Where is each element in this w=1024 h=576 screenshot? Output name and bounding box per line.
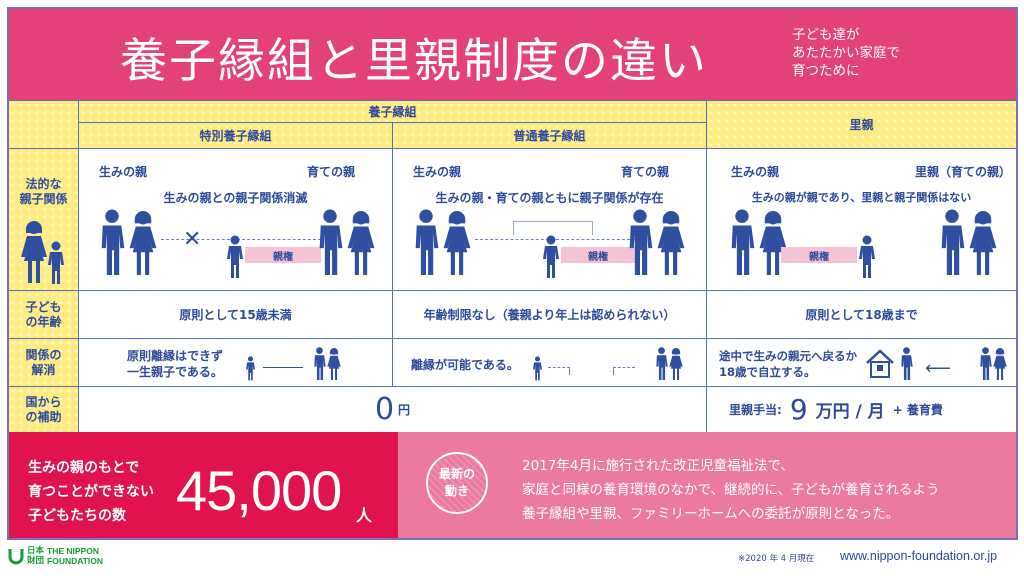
legal-foster-cell: 生みの親 里親（育ての親） 生みの親が親であり、里親と親子関係はない 親権 [706,148,1017,291]
stat-text: 生みの親のもとで 育つことができない 子どもたちの数 [28,456,154,528]
stat-number: 45,000 [176,459,342,522]
page-title: 養子縁組と里親制度の違い [120,34,708,89]
label-line: 関係の [25,347,62,362]
custody-bar: 親権 [781,247,857,263]
raising-parent-label: 育ての親 [621,165,670,179]
dissolution-text: 原則離縁はできず 一生親子である。 [127,348,223,380]
date-note: ※2020 年 4 月現在 [738,554,815,564]
legal-ordinary-cell: 生みの親 育ての親 生みの親・育ての親ともに親子関係が存在 親権 [392,148,707,291]
solid-line [263,367,303,368]
broken-line [548,367,570,375]
dissolution-foster: 途中で生みの親元へ戻るか 18歳で自立する。 ⟵ [706,338,1017,387]
bracket-line [513,221,593,235]
news-badge: 最新の 動き [426,452,488,514]
nippon-foundation-logo: 日本 財団 THE NIPPON FOUNDATION [8,546,103,566]
logo-line: 日本 [27,546,45,556]
label-line: 解消 [31,362,56,377]
stat-panel: 生みの親のもとで 育つことができない 子どもたちの数 45,000 人 [8,432,398,538]
birth-parent-label: 生みの親 [413,165,462,179]
label-dissolution: 関係の 解消 [8,338,79,387]
relation-line [161,239,321,240]
title-banner [8,8,1017,100]
label-legal: 法的な 親子関係 [8,148,79,291]
text-line: 18歳で自立する。 [719,365,816,379]
text-line: 育つことができない [28,484,154,500]
label-line: 法的な [25,177,62,191]
subsidy-amount: 0 [374,392,395,427]
page-subtitle: 子ども達があたたかい家庭で 育つために [792,26,900,80]
logo-line: THE NIPPON [47,546,99,556]
dissolution-special: 原則離縁はできず 一生親子である。 [78,338,393,387]
age-special: 原則として15歳未満 [78,290,393,339]
text-line: 途中で生みの親元へ戻るか [719,349,857,363]
foundation-logo-icon [8,549,24,565]
logo-line: 財団 [27,556,45,566]
website-link[interactable]: www.nippon-foundation.or.jp [840,549,998,563]
broken-line [613,367,635,375]
subsidy-extra: + 養育費 [892,403,943,417]
label-line: 子ども [25,299,62,314]
age-ordinary: 年齢制限なし（養親より年上は認められない） [392,290,707,339]
header-foster: 里親 [706,100,1017,149]
text-line: 原則離縁はできず [127,349,224,363]
label-line: 親子関係 [19,192,68,206]
label-line: の補助 [25,409,62,424]
stat-unit: 人 [356,506,373,525]
relation-desc: 生みの親が親であり、里親と親子関係はない [751,191,972,204]
subsidy-label: 里親手当: [729,403,782,417]
age-foster: 原則として18歳まで [706,290,1017,339]
relation-desc: 生みの親との親子関係消滅 [163,191,308,205]
subsidy-amount: 9 [789,393,808,426]
custody-bar: 親権 [561,247,635,263]
text-line: 生みの親のもとで [28,460,140,476]
badge-line: 動き [444,484,469,498]
header-ordinary-adoption: 普通養子縁組 [392,122,707,149]
badge-line: 最新の [438,467,475,481]
dissolution-text: 途中で生みの親元へ戻るか 18歳で自立する。 [719,348,857,380]
logo-jp: 日本 財団 [27,546,44,566]
text-line: 家庭と同様の養育環境のなかで、継続的に、子どもが養育されるよう [522,482,940,498]
text-line: 養子縁組や里親、ファミリーホームへの委託が原則となった。 [522,506,900,522]
house-icon [866,349,894,378]
cross-icon: ✕ [183,227,202,252]
custody-bar: 親権 [245,247,321,263]
birth-parent-label: 生みの親 [99,165,148,179]
text-line: 子どもたちの数 [28,508,126,524]
logo-line: FOUNDATION [47,556,104,566]
birth-parent-label: 生みの親 [731,165,780,179]
label-line: の年齢 [25,314,62,329]
outer-frame [7,7,1018,540]
subtitle-line: 育つために [792,63,860,79]
news-panel: 最新の動き 2017年4月に施行された改正児童福祉法で、家庭と同様の養育環境のな… [398,432,1017,538]
label-age: 子ども の年齢 [8,290,79,339]
header-special-adoption: 特別養子縁組 [78,122,393,149]
raising-parent-label: 育ての親 [307,165,356,179]
foster-parent-label: 里親（育ての親） [915,165,1012,179]
label-line: 国から [25,394,62,409]
text-line: 一生親子である。 [127,365,223,379]
logo-en: THE NIPPON FOUNDATION [47,546,103,566]
text-line: 2017年4月に施行された改正児童福祉法で、 [522,458,794,474]
header-adoption: 養子縁組 [78,100,707,123]
relation-desc: 生みの親・育ての親ともに親子関係が存在 [435,191,664,205]
label-subsidy: 国から の補助 [8,386,79,433]
news-text: 2017年4月に施行された改正児童福祉法で、家庭と同様の養育環境のなかで、継続的… [522,454,940,526]
dissolution-text: 離縁が可能である。 [411,358,519,372]
subtitle-line: 子ども達が [792,27,860,43]
subsidy-unit: 万円 / 月 [815,402,885,422]
legal-special-cell: 生みの親 育ての親 生みの親との親子関係消滅 ✕ 親権 [78,148,393,291]
arrow-left-icon: ⟵ [925,358,951,379]
subsidy-unit: 円 [398,403,411,417]
subtitle-line: あたたかい家庭で [792,45,900,61]
